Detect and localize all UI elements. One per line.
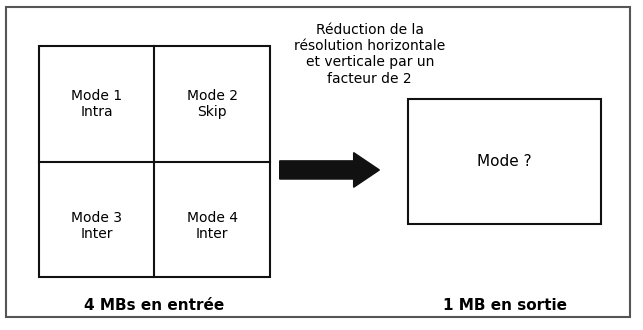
Text: 1 MB en sortie: 1 MB en sortie	[443, 299, 566, 314]
FancyArrow shape	[280, 152, 379, 187]
Text: Mode 2
Skip: Mode 2 Skip	[186, 89, 238, 119]
Text: Réduction de la
résolution horizontale
et verticale par un
facteur de 2: Réduction de la résolution horizontale e…	[294, 23, 446, 86]
Bar	[408, 99, 601, 224]
Text: 4 MBs en entrée: 4 MBs en entrée	[84, 299, 224, 314]
Text: Mode 1
Intra: Mode 1 Intra	[71, 89, 122, 119]
Text: Mode 3
Inter: Mode 3 Inter	[71, 211, 122, 241]
Text: Mode ?: Mode ?	[478, 154, 532, 169]
Bar	[39, 46, 270, 277]
Text: Mode 4
Inter: Mode 4 Inter	[186, 211, 238, 241]
